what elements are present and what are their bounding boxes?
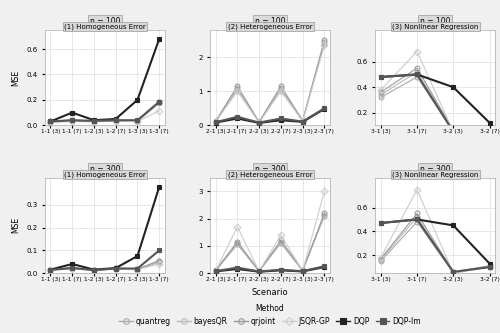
Text: (3) Nonlinear Regression: (3) Nonlinear Regression <box>392 23 478 30</box>
Text: (1) Homogeneous Error: (1) Homogeneous Error <box>64 23 146 30</box>
Text: n = 300: n = 300 <box>90 165 120 174</box>
Text: n = 100: n = 100 <box>90 17 120 26</box>
Text: (2) Heterogeneous Error: (2) Heterogeneous Error <box>228 23 312 30</box>
Y-axis label: MSE: MSE <box>12 70 20 86</box>
Legend: quantreg, bayesQR, qrjoint, JSQR-GP, DQP, DQP-lm: quantreg, bayesQR, qrjoint, JSQR-GP, DQP… <box>116 301 424 329</box>
Text: (2) Heterogeneous Error: (2) Heterogeneous Error <box>228 171 312 178</box>
Text: n = 300: n = 300 <box>420 165 450 174</box>
Text: n = 300: n = 300 <box>254 165 286 174</box>
Text: n = 100: n = 100 <box>420 17 450 26</box>
Y-axis label: MSE: MSE <box>12 217 20 233</box>
Text: n = 100: n = 100 <box>255 17 285 26</box>
Text: (3) Nonlinear Regression: (3) Nonlinear Regression <box>392 171 478 178</box>
Text: (1) Homogeneous Error: (1) Homogeneous Error <box>64 171 146 178</box>
X-axis label: Scenario: Scenario <box>252 288 288 297</box>
